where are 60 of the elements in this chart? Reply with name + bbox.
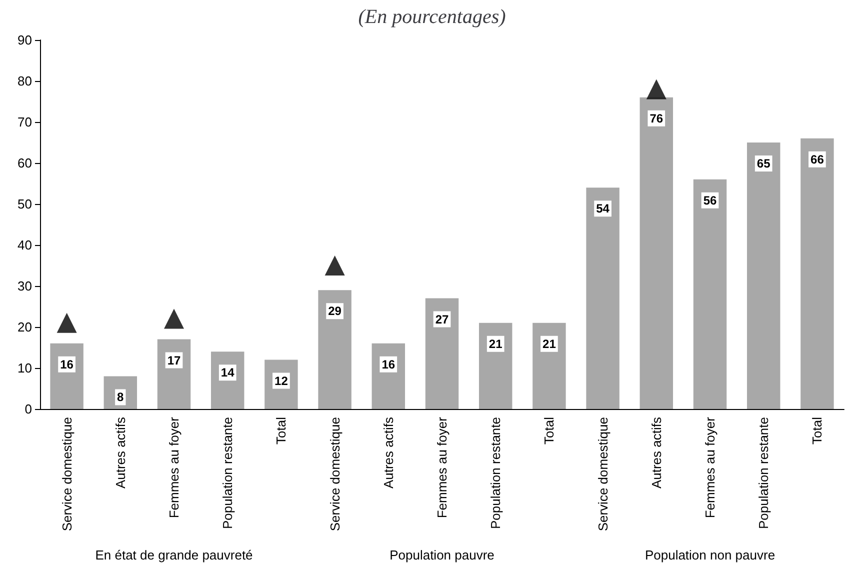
x-tick-label: Population restante — [488, 417, 504, 530]
data-label: 76 — [650, 111, 664, 126]
y-tick-label: 90 — [18, 32, 32, 48]
x-tick-label: Autres actifs — [380, 416, 396, 489]
data-label: 8 — [117, 390, 124, 404]
bar — [800, 138, 834, 409]
bar — [50, 343, 84, 409]
bar — [693, 179, 727, 409]
data-label: 16 — [382, 357, 396, 372]
point — [164, 308, 184, 329]
y-tick-label: 10 — [18, 360, 32, 376]
x-tick-label: Population restante — [756, 417, 772, 530]
x-tick-label: Total — [810, 416, 825, 444]
point — [646, 79, 666, 100]
x-tick-label: Femmes au foyer — [434, 416, 450, 518]
chart-title: (En pourcentages) — [358, 6, 506, 28]
y-tick-label: 50 — [18, 196, 32, 212]
data-label: 16 — [60, 357, 74, 372]
y-tick-label: 70 — [18, 114, 32, 130]
bar — [157, 339, 191, 409]
x-tick-label: Autres actifs — [112, 416, 128, 489]
data-label: 29 — [328, 304, 342, 318]
data-label: 56 — [703, 193, 717, 208]
bar — [746, 142, 780, 409]
bar — [640, 97, 674, 409]
bar — [372, 343, 406, 409]
data-label: 66 — [810, 152, 824, 166]
x-tick-label: Total — [542, 416, 557, 444]
bar — [478, 322, 512, 409]
x-tick-label: Autres actifs — [648, 416, 664, 489]
x-tick-label: Population restante — [220, 417, 236, 530]
data-label: 21 — [488, 336, 503, 351]
y-tick-label: 80 — [18, 74, 32, 88]
text: Population non pauvre — [644, 548, 776, 562]
y-tick-label: 30 — [18, 278, 32, 294]
y-tick-label: 0 — [24, 402, 32, 416]
y-tick-label: 60 — [18, 156, 32, 170]
text: Population pauvre — [390, 548, 494, 562]
data-label: 21 — [542, 336, 556, 351]
x-tick-label: Total — [274, 416, 289, 444]
bar — [318, 290, 352, 409]
text: En état de grande pauvreté — [95, 548, 253, 562]
data-label: 12 — [274, 374, 288, 388]
data-label: 27 — [435, 312, 449, 326]
point — [324, 256, 345, 276]
bar — [586, 188, 620, 409]
data-label: 65 — [756, 156, 771, 170]
x-tick-label: Service domestique — [595, 417, 610, 532]
x-tick-label: Service domestique — [327, 417, 342, 532]
x-tick-label: Service domestique — [59, 417, 74, 532]
x-tick-label: Femmes au foyer — [702, 416, 718, 518]
y-tick-label: 20 — [18, 320, 32, 334]
point — [56, 312, 77, 333]
data-label: 14 — [220, 366, 235, 380]
x-tick-label: Femmes au foyer — [166, 416, 182, 518]
data-label: 17 — [167, 353, 181, 368]
bar — [532, 322, 566, 409]
data-label: 54 — [596, 202, 610, 216]
bar — [425, 298, 459, 409]
y-tick-label: 40 — [18, 238, 32, 252]
